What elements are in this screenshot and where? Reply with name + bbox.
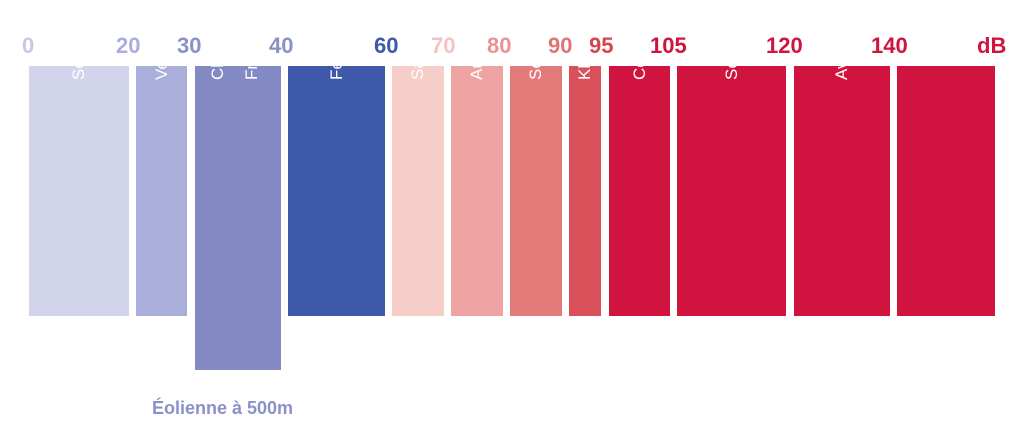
tick-label-120: 120 [766, 33, 803, 58]
tick-label-40: 40 [269, 33, 294, 58]
wind-turbine-annotation: Éolienne à 500m [152, 398, 294, 418]
bar-2: Chambre à coucher Frigidaire [195, 0, 281, 370]
tick-label-95: 95 [589, 33, 614, 58]
bar-5: Automobile [451, 0, 503, 316]
bar-8: Concert [609, 20, 670, 316]
tick-label-0: 0 [22, 33, 35, 58]
bar-label-5: Automobile [467, 0, 486, 80]
bar-label-1: Vent léger [151, 3, 171, 80]
bar-label-9: Seuil de la douleur [721, 0, 741, 80]
bar-0: Seuil d’audibilité [29, 0, 129, 316]
bar-label-0: Seuil d’audibilité [69, 0, 88, 80]
tick-label-90: 90 [548, 33, 573, 58]
bar-4: Salle de classe [392, 0, 444, 316]
tick-label-70: 70 [431, 33, 456, 58]
bar-10: Avion au décollage [794, 0, 890, 316]
bar-3: Fenêtre sur rue [288, 0, 385, 316]
tick-label-30: 30 [177, 33, 202, 58]
bar-11 [897, 66, 995, 316]
tick-label-60: 60 [374, 33, 399, 58]
tick-label-unit: dB [977, 33, 1007, 58]
bar-label-10: Avion au décollage [832, 0, 851, 80]
bar-1: Vent léger [136, 3, 187, 316]
bar-label-8: Concert [629, 20, 649, 80]
tick-label-105: 105 [650, 33, 687, 58]
tick-label-80: 80 [487, 33, 512, 58]
bar-label-3: Fenêtre sur rue [326, 0, 346, 80]
bar-label-7: Klaxon [575, 28, 594, 80]
bar-label-2-0: Chambre à coucher [207, 0, 227, 80]
bar-label-6: Seuil de danger [526, 0, 545, 80]
bar-7: Klaxon [569, 28, 601, 316]
tick-label-20: 20 [116, 33, 141, 58]
tick-label-140: 140 [871, 33, 908, 58]
bar-9: Seuil de la douleur [677, 0, 786, 316]
bar-label-4: Salle de classe [408, 0, 427, 80]
bar-label-2-1: Frigidaire [242, 9, 262, 80]
bar-6: Seuil de danger [510, 0, 562, 316]
